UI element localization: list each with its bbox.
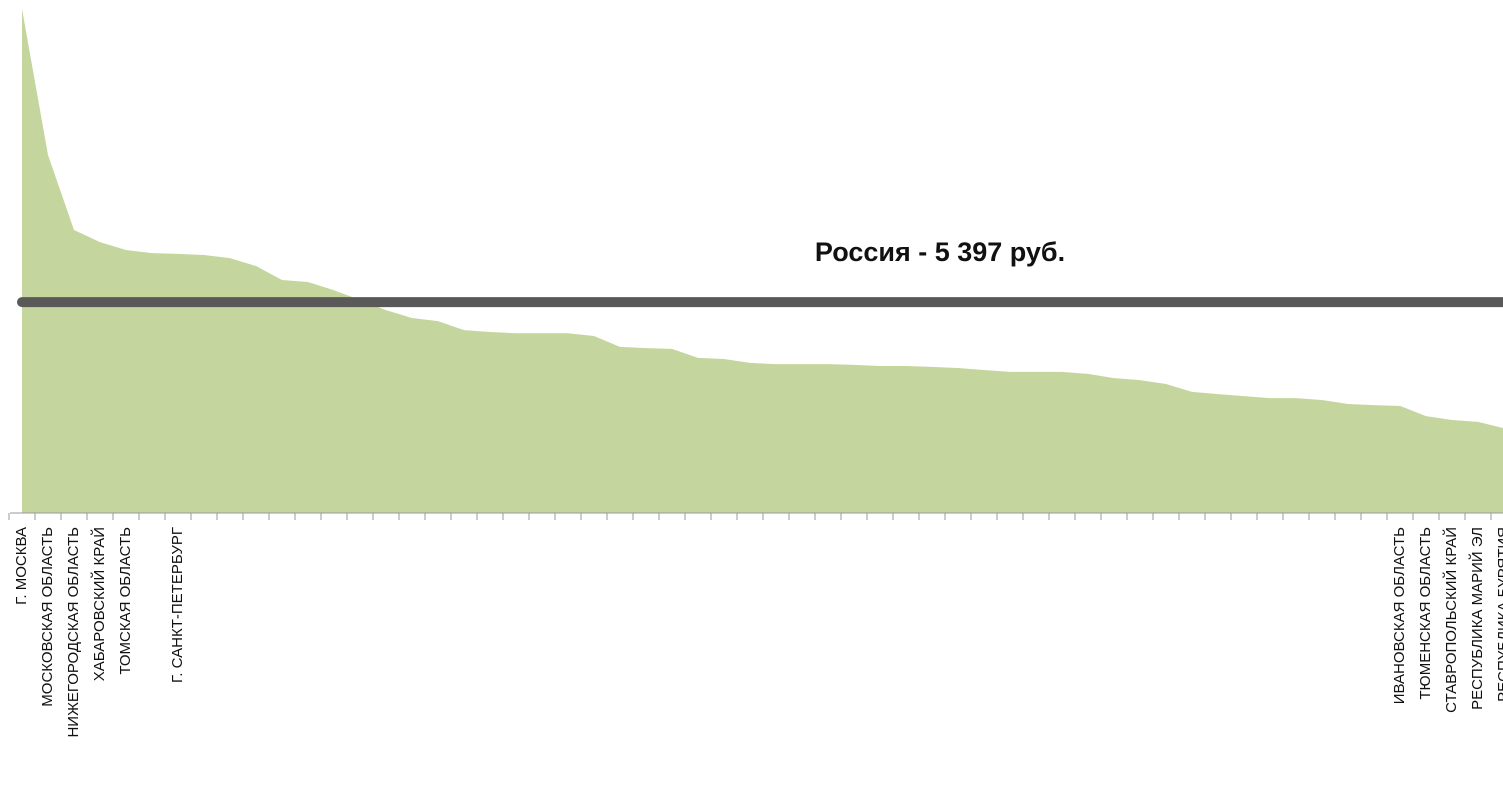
x-tick-label: РЕСПУБЛИКА БУРЯТИЯ: [1495, 527, 1503, 702]
x-tick-label: РЕСПУБЛИКА МАРИЙ ЭЛ: [1468, 527, 1486, 710]
x-tick-label: НИЖЕГОРОДСКАЯ ОБЛАСТЬ: [65, 527, 82, 738]
x-tick-label: Г. САНКТ-ПЕТЕРБУРГ: [169, 527, 186, 683]
reference-label: Россия - 5 397 руб.: [815, 237, 1065, 267]
x-tick-label: ИВАНОВСКАЯ ОБЛАСТЬ: [1391, 527, 1408, 704]
x-tick-label: Г. МОСКВА: [13, 527, 30, 605]
x-tick-label: ТОМСКАЯ ОБЛАСТЬ: [117, 527, 134, 675]
x-tick-label: МОСКОВСКАЯ ОБЛАСТЬ: [39, 527, 56, 707]
x-tick-label: ХАБАРОВСКИЙ КРАЙ: [90, 527, 108, 681]
area: [22, 8, 1503, 513]
x-tick-label: ТЮМЕНСКАЯ ОБЛАСТЬ: [1417, 527, 1434, 700]
x-tick-label: СТАВРОПОЛЬСКИЙ КРАЙ: [1442, 527, 1460, 713]
